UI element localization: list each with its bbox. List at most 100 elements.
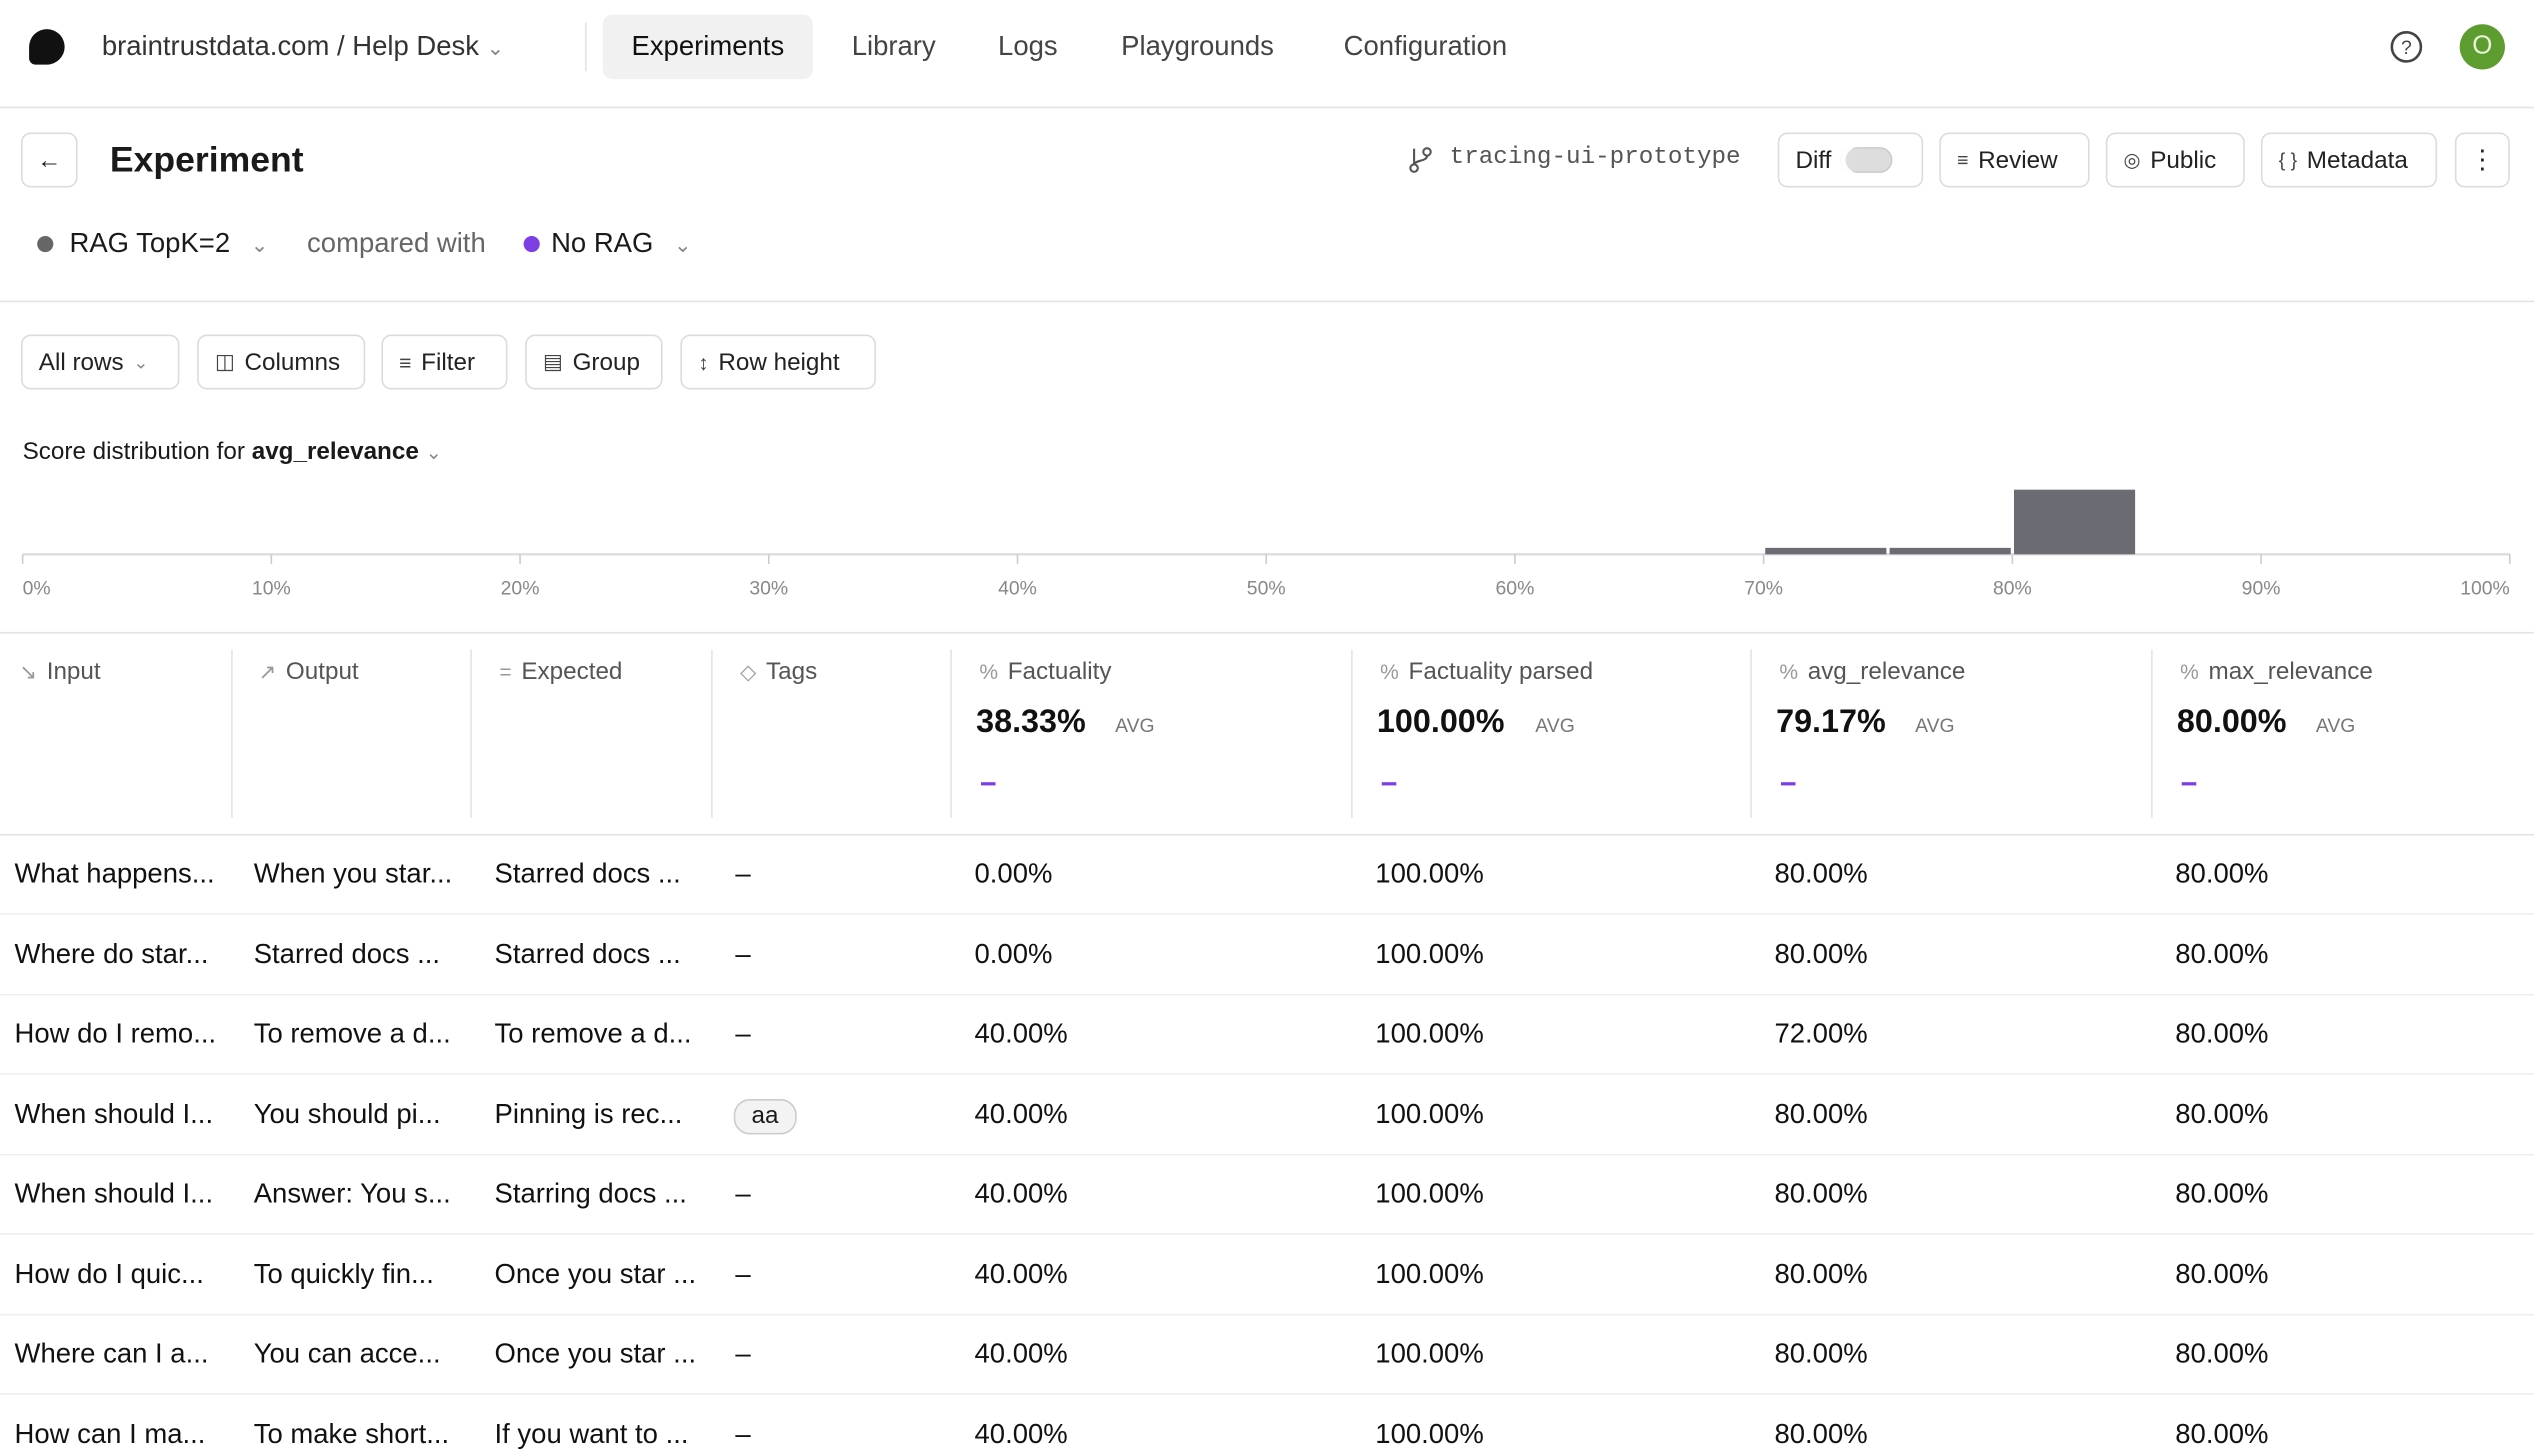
column-header[interactable]: ↗ Output <box>259 658 359 685</box>
table-cell: 100.00% <box>1375 1338 1484 1369</box>
button-icon: ≡ <box>399 349 412 375</box>
nav-item[interactable]: Playgrounds <box>1121 30 1274 62</box>
comparison-dash <box>1780 782 1796 786</box>
x-tick-label: 100% <box>2460 578 2510 600</box>
nav-item[interactable]: Logs <box>998 30 1058 62</box>
table-cell: 80.00% <box>1774 1098 1868 1129</box>
button-label: All rows <box>38 348 124 376</box>
comparison-experiment[interactable]: No RAG ⌄ <box>551 227 692 259</box>
back-button[interactable]: ← <box>21 132 78 188</box>
comparison-dash <box>2181 782 2197 786</box>
action-button[interactable]: ≡ Review <box>1939 132 2090 188</box>
column-header[interactable]: % avg_relevance <box>1779 658 1965 685</box>
table-cell: 100.00% <box>1375 1418 1484 1449</box>
column-header[interactable]: = Expected <box>499 658 622 685</box>
table-cell: 80.00% <box>2175 1098 2269 1129</box>
more-button[interactable]: ⋮ <box>2454 132 2510 188</box>
table-cell: 80.00% <box>1774 938 1868 969</box>
button-label: Review <box>1978 146 2058 174</box>
table-cell: 100.00% <box>1375 938 1484 969</box>
base-dot <box>37 235 54 253</box>
nav-item[interactable]: Experiments <box>602 14 813 80</box>
divider <box>0 300 2534 303</box>
base-name: RAG TopK=2 <box>69 227 231 259</box>
button-label: Columns <box>244 348 341 376</box>
toolbar-button[interactable]: All rows ⌄ <box>21 334 180 390</box>
workspace[interactable]: braintrustdata.com / Help Desk ⌄ <box>101 30 505 62</box>
column-icon: % <box>2180 659 2199 684</box>
table-cell: – <box>735 1418 751 1449</box>
column-icon: % <box>979 659 999 684</box>
table-cell: 80.00% <box>1774 858 1868 889</box>
logo[interactable] <box>29 29 65 65</box>
table-cell: Where can I a... <box>14 1338 209 1369</box>
column-divider <box>711 649 713 818</box>
toolbar-button[interactable]: ↕ Row height <box>680 334 876 390</box>
table-cell: To remove a d... <box>494 1018 692 1049</box>
action-button[interactable]: ◎ Public <box>2105 132 2245 188</box>
divider <box>0 631 2534 634</box>
column-summary: 79.17% <box>1776 704 1886 741</box>
table-cell: Starred docs ... <box>494 938 681 969</box>
toolbar-button[interactable]: ≡ Filter <box>381 334 508 390</box>
x-tick-label: 20% <box>501 578 540 600</box>
avatar[interactable]: O <box>2459 24 2505 70</box>
x-tick-label: 40% <box>998 578 1037 600</box>
table-cell: 80.00% <box>1774 1338 1868 1369</box>
table-cell: – <box>735 1178 751 1209</box>
column-header[interactable]: ↘ Input <box>19 658 100 685</box>
column-header[interactable]: ◇ Tags <box>740 658 817 685</box>
column-name: Factuality <box>1007 657 1112 686</box>
toolbar-button[interactable]: ▤ Group <box>525 334 663 390</box>
branch-icon <box>1409 147 1432 173</box>
button-icon: ◫ <box>214 349 235 374</box>
action-button[interactable]: { } Metadata <box>2260 132 2438 188</box>
table-cell: – <box>735 858 751 889</box>
table-cell: 80.00% <box>1774 1258 1868 1289</box>
table-cell: What happens... <box>14 858 215 889</box>
table-cell: Once you star ... <box>494 1258 697 1289</box>
x-tick-label: 30% <box>749 578 788 600</box>
table-cell: Answer: You s... <box>253 1178 451 1209</box>
table-cell: – <box>735 938 751 969</box>
column-name: Factuality parsed <box>1408 657 1594 686</box>
bar <box>1765 547 1887 555</box>
table-cell: Starred docs ... <box>253 938 441 969</box>
column-icon: ↘ <box>19 659 38 684</box>
column-header[interactable]: % Factuality <box>979 658 1111 685</box>
column-divider <box>1750 649 1752 818</box>
button-label: Diff <box>1795 146 1832 174</box>
button-icon: ◎ <box>2123 148 2141 172</box>
page-title: Experiment <box>109 138 304 180</box>
row-divider <box>0 1073 2534 1075</box>
x-tick-label: 0% <box>23 578 51 600</box>
toolbar-button[interactable]: ◫ Columns <box>197 334 366 390</box>
table-cell: Where do star... <box>14 938 209 969</box>
column-header[interactable]: % Factuality parsed <box>1380 658 1593 685</box>
base-experiment[interactable]: RAG TopK=2 ⌄ <box>69 227 269 259</box>
row-divider <box>0 993 2534 995</box>
chart-title[interactable]: Score distribution for avg_relevance ⌄ <box>22 437 442 466</box>
bar <box>2013 489 2136 555</box>
table-cell: 72.00% <box>1774 1018 1868 1049</box>
column-icon: ◇ <box>740 659 757 684</box>
x-tick-label: 50% <box>1247 578 1286 600</box>
row-divider <box>0 1233 2534 1235</box>
toggle <box>1841 147 1893 173</box>
table-cell: 100.00% <box>1375 1178 1484 1209</box>
column-header[interactable]: % max_relevance <box>2180 658 2373 685</box>
nav-item[interactable]: Library <box>851 30 936 62</box>
table-cell: 0.00% <box>974 938 1053 969</box>
column-name: Expected <box>521 657 623 686</box>
action-button[interactable]: Diff <box>1777 132 1924 188</box>
column-divider <box>950 649 952 818</box>
column-summary: 38.33% <box>976 704 1086 741</box>
help-icon[interactable]: ? <box>2389 29 2425 65</box>
column-divider <box>470 649 472 818</box>
button-icon: ≡ <box>1957 148 1969 172</box>
column-divider <box>1351 649 1353 818</box>
tag: aa <box>733 1098 797 1134</box>
nav-item[interactable]: Configuration <box>1343 30 1508 62</box>
table-cell: Starred docs ... <box>494 858 681 889</box>
